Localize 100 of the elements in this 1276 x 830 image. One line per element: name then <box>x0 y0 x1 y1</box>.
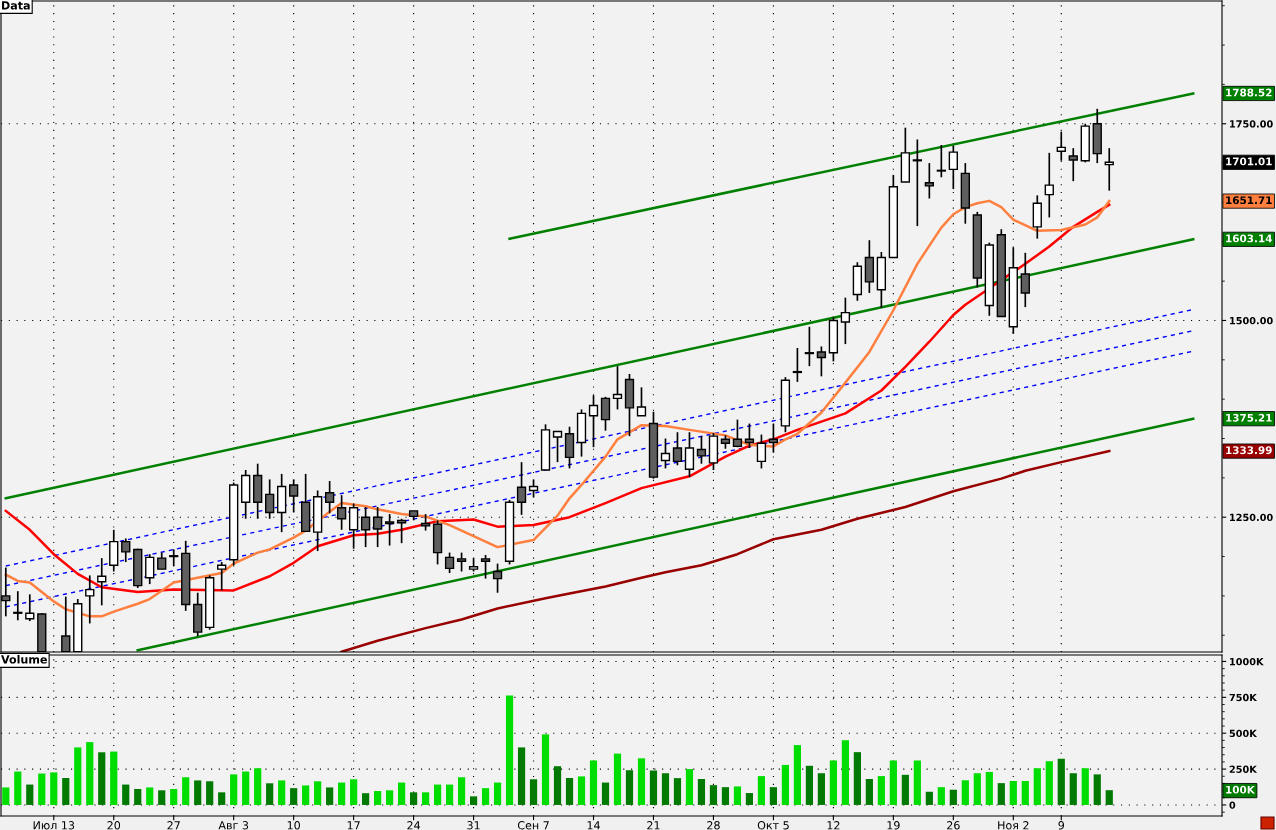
bar <box>194 780 202 805</box>
candlestick <box>456 551 467 573</box>
chart-title: Volume <box>1 655 47 664</box>
line-series <box>340 449 1111 652</box>
bar <box>1045 761 1053 805</box>
bar <box>961 780 969 805</box>
bar <box>266 783 274 805</box>
bar <box>1069 773 1077 805</box>
bar <box>829 760 837 805</box>
bar <box>637 758 646 805</box>
candlestick <box>756 433 767 470</box>
bar <box>362 793 370 805</box>
bar <box>122 784 130 805</box>
bar <box>721 787 730 805</box>
bar <box>469 796 478 805</box>
bar <box>901 774 909 805</box>
bar <box>170 789 178 805</box>
x-tick-label: 14 <box>587 821 600 830</box>
x-tick-label: 31 <box>467 821 480 830</box>
candlestick <box>1032 194 1042 240</box>
bar <box>421 792 430 805</box>
bar <box>565 777 574 805</box>
text: 1651.71 <box>1226 196 1272 205</box>
candlestick <box>684 431 695 478</box>
text: 1788.52 <box>1226 88 1272 97</box>
candlestick <box>528 478 539 499</box>
bar <box>889 760 897 805</box>
y-tick-label: 250K <box>1229 765 1258 773</box>
y-tick-label: 1250.00 <box>1230 513 1273 522</box>
candlestick <box>480 554 491 580</box>
text: 1701.01 <box>1226 157 1272 166</box>
candlestick <box>145 553 155 585</box>
bar <box>973 773 981 805</box>
y-tick-label: 0 <box>1229 801 1236 809</box>
candlestick <box>85 574 95 625</box>
bar <box>517 747 526 805</box>
candlestick <box>732 418 743 449</box>
candlestick <box>217 561 227 592</box>
candlestick <box>265 478 275 520</box>
bar <box>74 747 82 805</box>
candlestick <box>924 162 934 200</box>
bar <box>254 768 262 805</box>
bar <box>1081 768 1089 805</box>
bar <box>865 778 873 805</box>
candlestick <box>564 425 575 470</box>
candlestick <box>612 365 623 411</box>
bar <box>493 782 502 805</box>
x-tick-label: Окт 5 <box>757 821 789 830</box>
bar <box>781 764 790 805</box>
bar <box>601 782 610 805</box>
candlestick <box>936 144 946 179</box>
candlestick <box>840 296 851 345</box>
candlestick <box>552 430 563 463</box>
bar <box>541 734 550 805</box>
bar <box>925 791 933 805</box>
bar <box>374 791 382 805</box>
candlestick <box>636 386 647 417</box>
bar <box>1021 780 1029 805</box>
bar <box>841 740 849 805</box>
bar <box>1009 780 1017 805</box>
bar <box>278 780 286 805</box>
bar <box>290 788 298 805</box>
bar <box>1093 774 1101 805</box>
candlestick <box>744 422 755 449</box>
text: 1375.21 <box>1226 413 1272 422</box>
candlestick <box>804 325 815 367</box>
y-tick-label: 1500.00 <box>1230 316 1273 325</box>
x-tick-label: 12 <box>827 821 840 830</box>
x-tick-label: Авг 3 <box>218 821 249 830</box>
candlestick <box>516 461 527 516</box>
bar <box>553 766 562 805</box>
bar <box>38 773 46 805</box>
bar <box>817 773 825 805</box>
bar <box>86 742 94 805</box>
bar <box>445 784 454 805</box>
bar <box>62 777 70 805</box>
x-tick-label: Сен 7 <box>517 821 549 830</box>
bar <box>398 782 406 805</box>
bar <box>997 783 1005 805</box>
text: 1603.14 <box>1226 234 1272 243</box>
chart-title: Data <box>2 1 30 10</box>
bar <box>50 772 58 805</box>
bar <box>302 785 310 805</box>
candlestick <box>792 347 803 383</box>
bar <box>685 769 694 805</box>
candlestick <box>492 562 503 594</box>
bar <box>134 789 142 805</box>
bar <box>433 784 442 805</box>
bar <box>805 765 813 805</box>
y-tick-label: 1000K <box>1230 657 1264 666</box>
y-tick-label: 750K <box>1229 693 1258 702</box>
text: 100K <box>1226 785 1256 794</box>
x-tick-label: 17 <box>347 821 360 830</box>
candlestick <box>1044 152 1054 219</box>
x-tick-label: 9 <box>1058 821 1065 830</box>
candlestick <box>121 537 131 563</box>
text: 1333.99 <box>1226 446 1272 455</box>
bar <box>14 771 22 805</box>
bar <box>218 792 226 805</box>
x-tick-label: 20 <box>107 821 121 830</box>
